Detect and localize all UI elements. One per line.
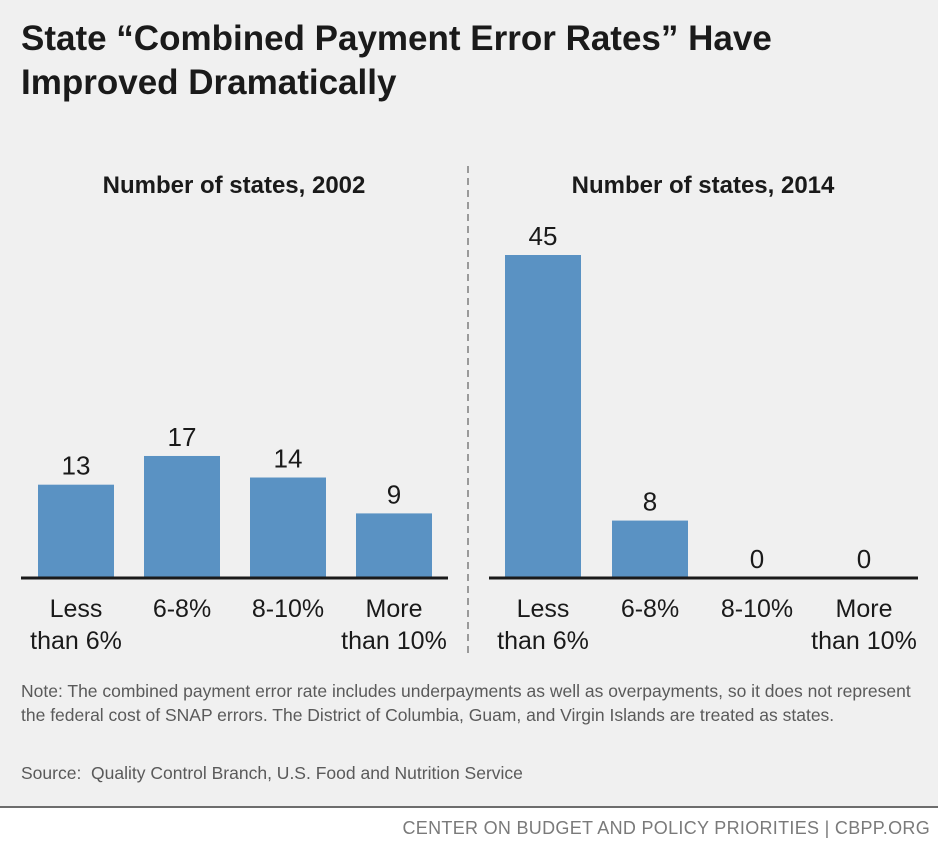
bar-value-label: 0 (857, 544, 871, 574)
chart-title: State “Combined Payment Error Rates” Hav… (21, 19, 772, 102)
category-label: 6-8% (621, 595, 679, 623)
category-label-line: Less (517, 595, 570, 623)
category-label-line: More (366, 595, 423, 623)
bar-value-label: 17 (168, 422, 197, 452)
category-label-line: than 6% (497, 627, 589, 655)
chart-subtitle: Number of states, 2014 (572, 172, 835, 199)
category-label: Less than 6% (497, 595, 589, 655)
category-label-line: More (836, 595, 893, 623)
bar (144, 455, 220, 578)
chart-note: Note: The combined payment error rate in… (21, 681, 911, 725)
bar (505, 255, 581, 578)
bar-value-label: 45 (529, 221, 558, 251)
category-label-line: 8-10% (252, 595, 324, 623)
bar (612, 520, 688, 578)
category-label: 8-10% (721, 595, 793, 623)
bar-value-label: 14 (274, 444, 303, 474)
category-label-line: 6-8% (153, 595, 211, 623)
category-label-line: than 6% (30, 627, 122, 655)
bar (250, 477, 326, 578)
chart-panel-1: Number of states, 2002 13 Less than 6% 17 6-8… (21, 172, 448, 655)
category-label-line: 6-8% (621, 595, 679, 623)
category-label-line: than 10% (341, 627, 447, 655)
bar (356, 513, 432, 578)
bar-value-label: 9 (387, 479, 401, 509)
category-label-line: 8-10% (721, 595, 793, 623)
bar (38, 484, 114, 578)
footer-credit: CENTER ON BUDGET AND POLICY PRIORITIES |… (402, 818, 930, 838)
chart-panel-2: Number of states, 2014 45 Less than 6% 8 6-8%… (489, 172, 918, 655)
category-label-line: Less (50, 595, 103, 623)
bar-value-label: 13 (62, 451, 91, 481)
charts-svg: Number of states, 2002 13 Less than 6% 17 6-8… (21, 166, 918, 655)
category-label: More than 10% (811, 595, 917, 655)
category-label: 8-10% (252, 595, 324, 623)
category-label: Less than 6% (30, 595, 122, 655)
category-label-line: than 10% (811, 627, 917, 655)
category-label: More than 10% (341, 595, 447, 655)
chart-panel: State “Combined Payment Error Rates” Hav… (0, 0, 938, 808)
chart-source: Source: Quality Control Branch, U.S. Foo… (21, 763, 523, 783)
chart-subtitle: Number of states, 2002 (103, 172, 366, 199)
bar-value-label: 0 (750, 544, 764, 574)
category-label: 6-8% (153, 595, 211, 623)
bar-value-label: 8 (643, 487, 657, 517)
